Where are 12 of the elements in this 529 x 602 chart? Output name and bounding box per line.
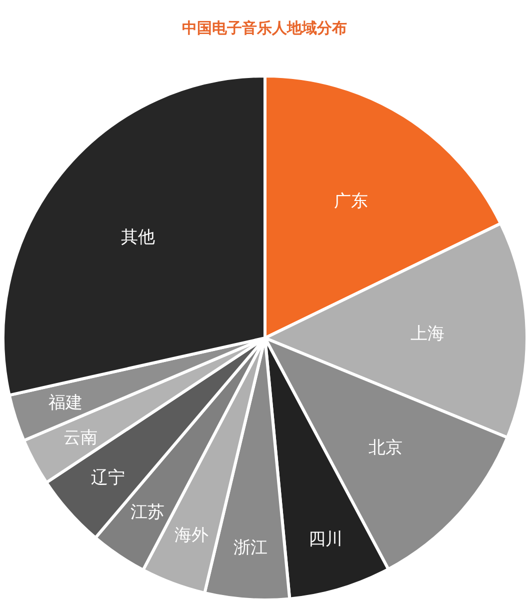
slice-label: 辽宁 xyxy=(91,468,126,488)
slice-label: 四川 xyxy=(308,530,342,550)
chart-title: 中国电子音乐人地域分布 xyxy=(182,19,347,37)
slice-label: 浙江 xyxy=(234,538,268,558)
slice-label: 福建 xyxy=(48,393,82,414)
slice-label: 上海 xyxy=(410,324,444,344)
slice-label: 北京 xyxy=(368,438,402,458)
slice-label: 江苏 xyxy=(130,502,165,523)
slice-label: 云南 xyxy=(63,428,98,448)
slice-label: 海外 xyxy=(174,525,209,546)
slice-label: 其他 xyxy=(121,227,156,248)
slice-label: 广东 xyxy=(334,191,368,212)
